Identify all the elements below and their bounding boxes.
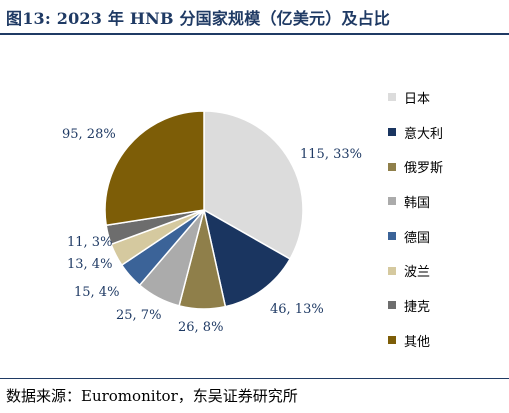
legend-swatch	[388, 162, 396, 171]
legend-label: 捷克	[404, 299, 431, 315]
figure-title: 图13: 2023 年 HNB 分国家规模（亿美元）及占比	[6, 9, 391, 28]
legend-item-7: 捷克	[388, 288, 443, 323]
legend-item-2: 意大利	[388, 115, 443, 150]
title-rule	[0, 33, 509, 35]
legend-item-3: 俄罗斯	[388, 149, 443, 184]
source-note: 数据来源：Euromonitor，东吴证券研究所	[6, 387, 298, 405]
source-rule	[0, 378, 509, 379]
legend-swatch	[388, 301, 396, 310]
pie-slice-8	[104, 110, 205, 227]
legend-label: 其他	[404, 334, 431, 350]
data-label-5: 15, 4%	[74, 285, 119, 300]
legend-swatch	[388, 266, 396, 275]
data-label-8: 95, 28%	[62, 127, 116, 142]
data-label-4: 25, 7%	[116, 308, 161, 323]
legend: 日本意大利俄罗斯韩国德国波兰捷克其他	[388, 80, 443, 358]
legend-label: 俄罗斯	[404, 161, 444, 177]
legend-label: 意大利	[404, 126, 444, 142]
legend-swatch	[388, 232, 396, 241]
legend-swatch	[388, 197, 396, 206]
pie-slice-1	[203, 110, 304, 261]
data-label-2: 46, 13%	[270, 302, 324, 317]
legend-swatch	[388, 128, 396, 137]
legend-item-8: 其他	[388, 323, 443, 358]
legend-item-6: 波兰	[388, 253, 443, 288]
legend-swatch	[388, 93, 396, 102]
legend-item-4: 韩国	[388, 184, 443, 219]
data-label-3: 26, 8%	[178, 320, 223, 335]
data-label-7: 11, 3%	[67, 235, 112, 250]
legend-label: 韩国	[404, 195, 431, 211]
legend-label: 日本	[404, 91, 431, 107]
data-label-6: 13, 4%	[67, 257, 112, 272]
legend-swatch	[388, 336, 396, 345]
legend-label: 德国	[404, 230, 431, 246]
legend-label: 波兰	[404, 265, 431, 281]
legend-item-1: 日本	[388, 80, 443, 115]
data-label-1: 115, 33%	[300, 147, 362, 162]
pie-slice-2	[202, 208, 292, 308]
legend-item-5: 德国	[388, 219, 443, 254]
